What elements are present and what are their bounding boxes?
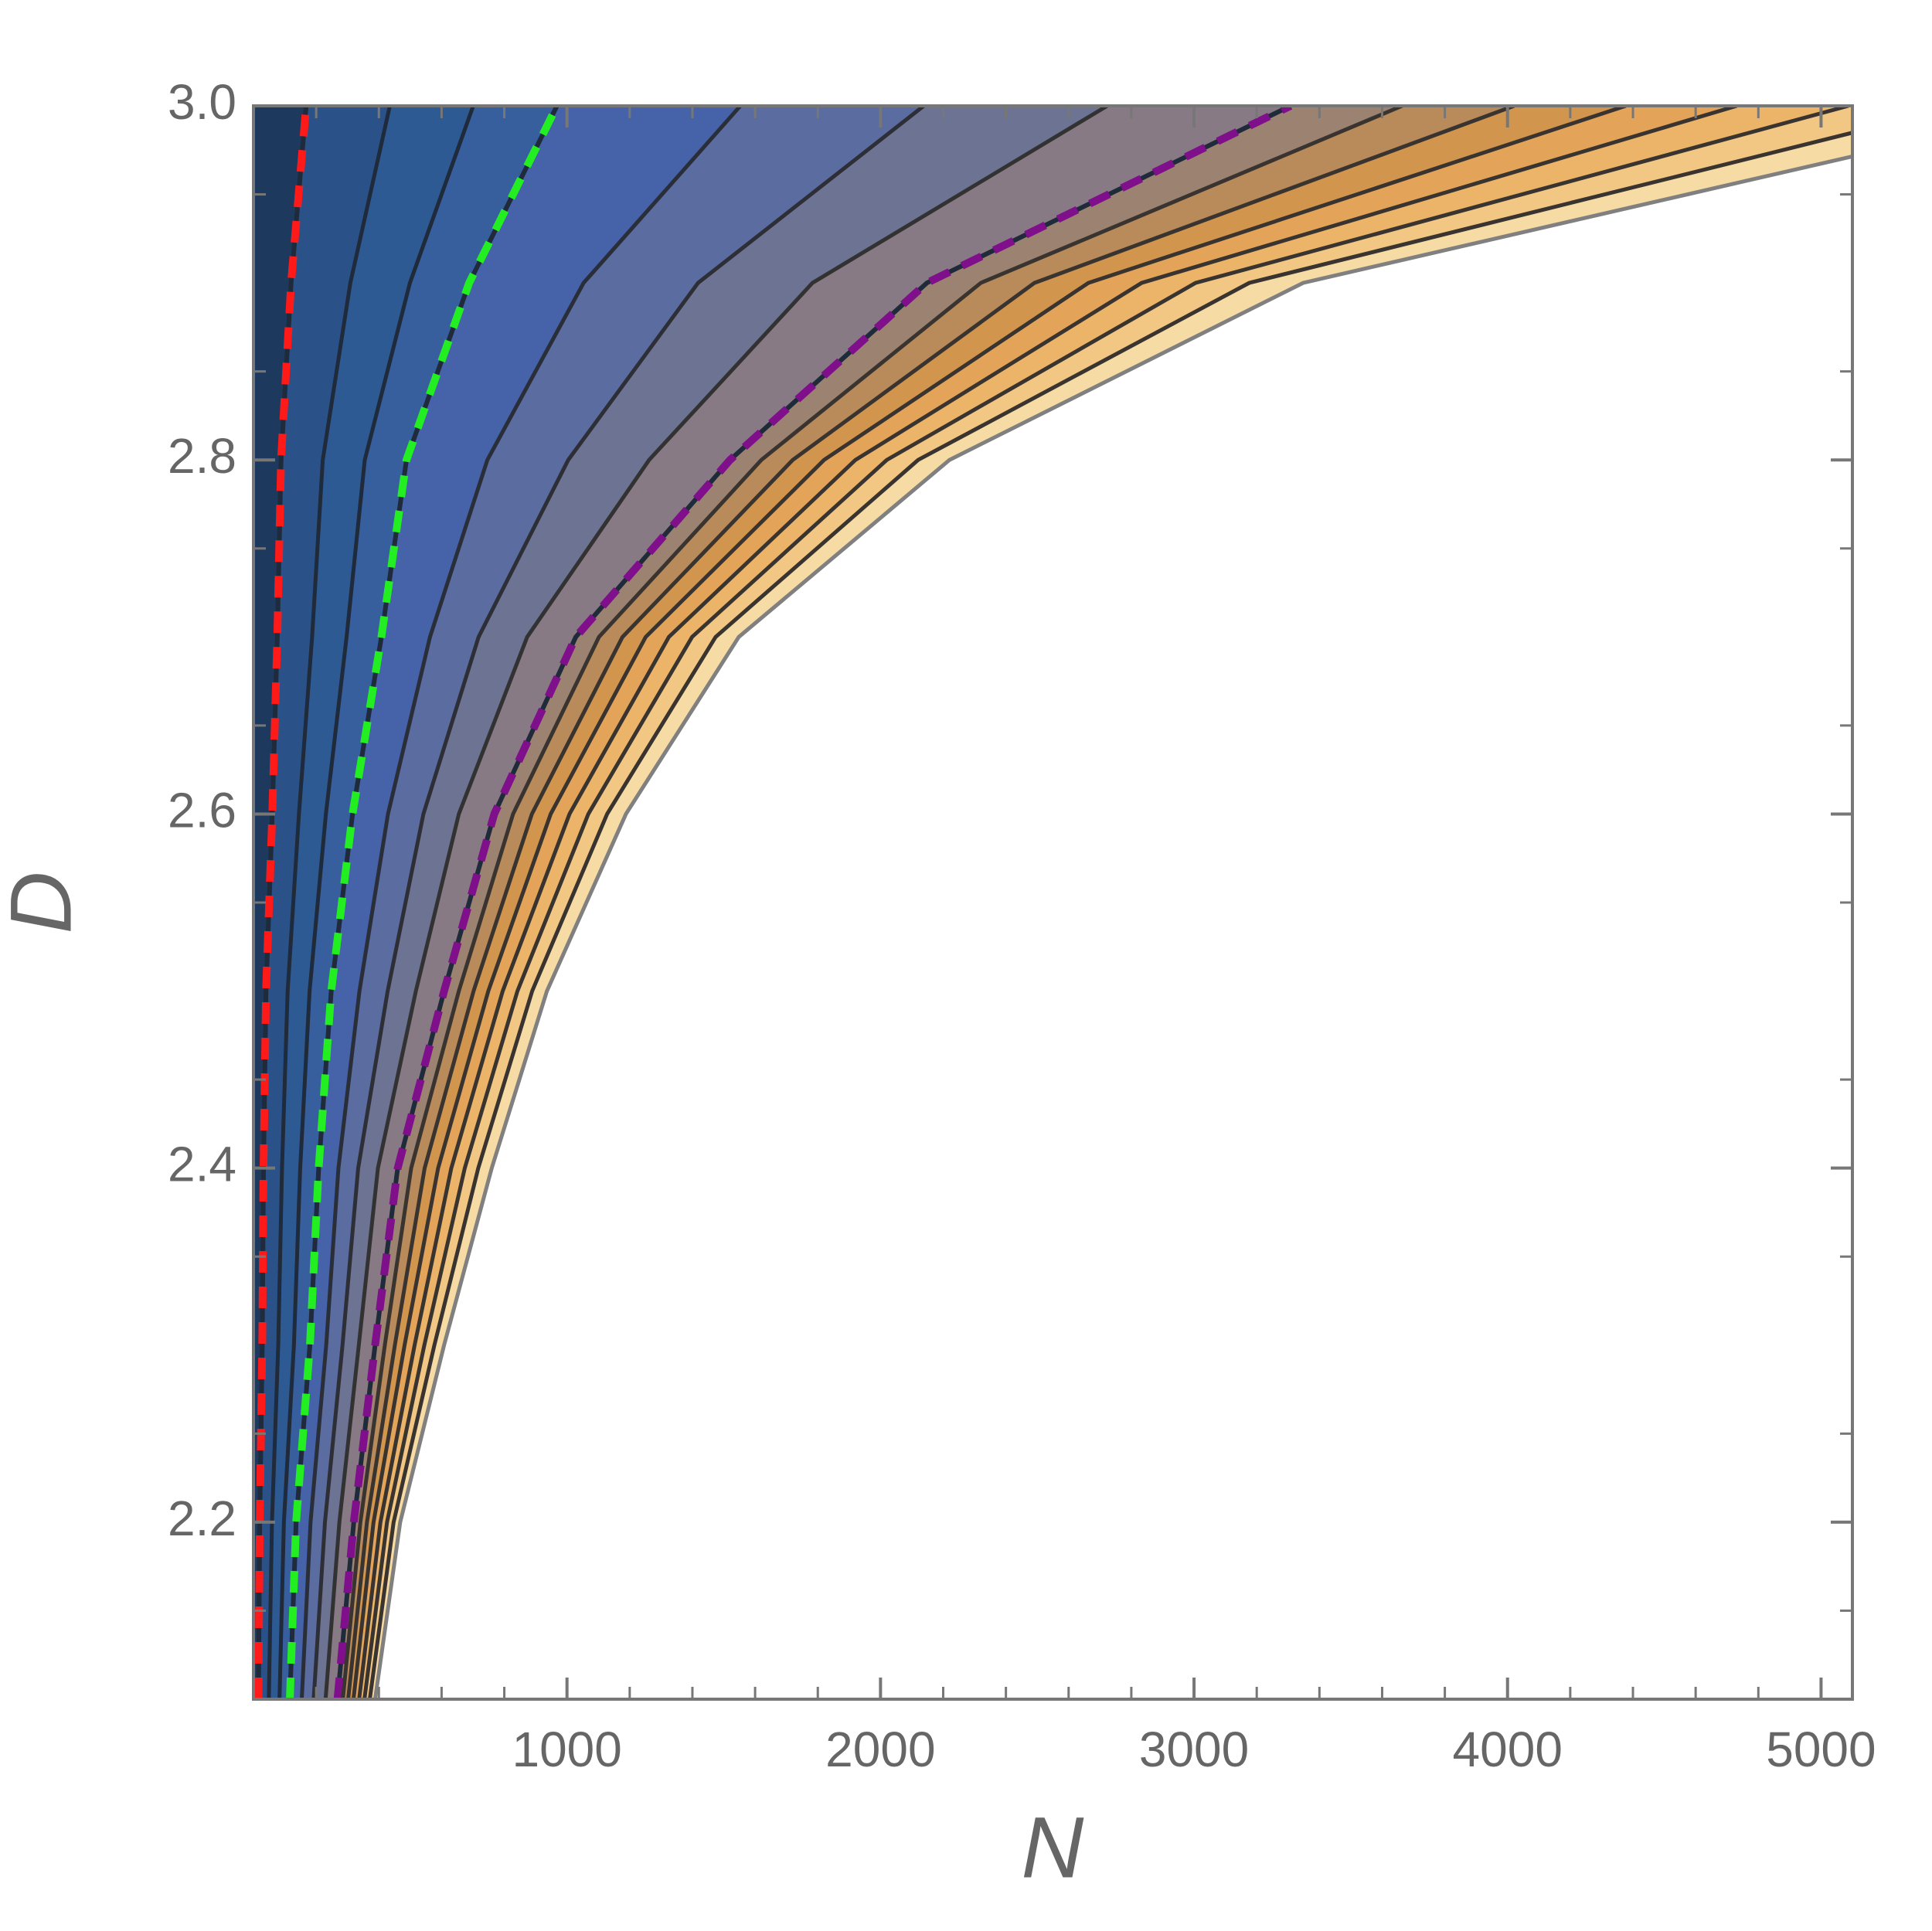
contour-line (362, 106, 1849, 1699)
contour-line (311, 106, 925, 1699)
y-tick-label: 2.2 (168, 1491, 236, 1546)
contour-line (372, 154, 1852, 1699)
x-tick-label: 1000 (512, 1722, 621, 1777)
dashed-curve (286, 106, 561, 1699)
x-tick-label: 4000 (1453, 1722, 1563, 1777)
x-tick-label: 2000 (825, 1722, 935, 1777)
y-tick-label: 2.4 (168, 1137, 236, 1192)
contour-band (258, 106, 390, 1699)
x-tick-label: 5000 (1766, 1722, 1876, 1777)
contour-line (267, 106, 392, 1699)
contour-line (346, 106, 1515, 1699)
contour-line (341, 106, 1403, 1699)
contour-line (357, 106, 1738, 1699)
y-tick-label: 3.0 (168, 74, 236, 130)
contour-line (368, 131, 1852, 1699)
dashed-curve (333, 106, 1293, 1699)
plot-area (253, 106, 1852, 1699)
y-tick-label: 2.6 (168, 782, 236, 838)
contour-line (299, 106, 742, 1699)
x-axis-label: N (1022, 1800, 1084, 1896)
y-tick-label: 2.8 (168, 428, 236, 484)
contour-band (253, 106, 307, 1699)
contour-line (351, 106, 1627, 1699)
contour-line (323, 106, 1108, 1699)
x-tick-label: 3000 (1139, 1722, 1249, 1777)
contour-line (277, 106, 475, 1699)
y-axis-label: D (0, 872, 90, 934)
contour-band (268, 106, 474, 1699)
